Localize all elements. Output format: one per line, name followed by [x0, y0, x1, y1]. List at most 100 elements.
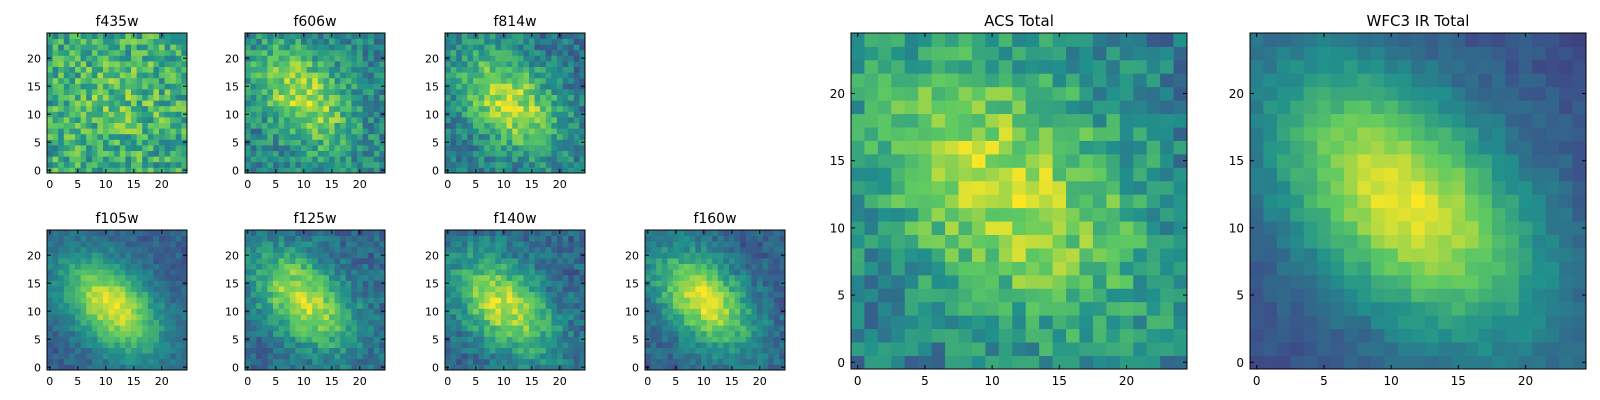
heatmap-cell — [450, 252, 457, 259]
heatmap-cell — [250, 89, 257, 95]
heatmap-cell — [58, 252, 65, 259]
heatmap-cell — [456, 308, 463, 315]
heatmap-cell — [373, 72, 380, 79]
heatmap-cell — [712, 258, 719, 264]
heatmap-cell — [351, 139, 358, 146]
heatmap-cell — [534, 161, 541, 168]
heatmap-cell — [701, 336, 707, 343]
heatmap-cell — [91, 133, 98, 140]
heatmap-cell — [114, 128, 121, 135]
heatmap-cell — [506, 336, 513, 343]
heatmap-cell — [136, 167, 143, 174]
heatmap-cell — [445, 241, 451, 248]
heatmap-cell — [557, 263, 563, 270]
heatmap-cell — [261, 66, 268, 73]
heatmap-cell — [357, 336, 363, 343]
heatmap-cell — [329, 241, 335, 248]
heatmap-cell — [1079, 234, 1094, 249]
heatmap-cell — [534, 83, 541, 90]
heatmap-cell — [456, 252, 463, 259]
heatmap-cell — [695, 252, 702, 259]
heatmap-cell — [551, 61, 558, 67]
heatmap-cell — [712, 263, 719, 270]
heatmap-cell — [97, 364, 104, 371]
heatmap-cell — [108, 263, 115, 270]
heatmap-cell — [153, 297, 160, 304]
heatmap-cell — [445, 44, 451, 51]
heatmap-cell — [80, 122, 87, 129]
heatmap-cell — [757, 274, 763, 281]
y-tick-label: 20 — [27, 249, 41, 262]
heatmap-cell — [461, 291, 468, 298]
heatmap-cell — [467, 49, 474, 56]
heatmap-cell — [340, 44, 347, 51]
heatmap-cell — [317, 291, 324, 298]
heatmap-cell — [250, 302, 257, 309]
heatmap-cell — [323, 111, 330, 118]
heatmap-cell — [312, 139, 319, 146]
heatmap-cell — [529, 105, 535, 112]
heatmap-cell — [278, 145, 285, 151]
heatmap-cell — [534, 128, 541, 135]
heatmap-cell — [295, 161, 302, 168]
heatmap-cell — [945, 315, 959, 330]
heatmap-cell — [91, 100, 98, 107]
heatmap-cell — [153, 280, 160, 287]
heatmap-cell — [768, 241, 775, 248]
heatmap-cell — [289, 55, 296, 62]
heatmap-cell — [295, 66, 302, 73]
heatmap-cell — [467, 291, 474, 298]
heatmap-cell — [1133, 328, 1148, 343]
heatmap-cell — [891, 248, 906, 262]
heatmap-cell — [289, 105, 296, 112]
heatmap-cell — [340, 342, 347, 348]
heatmap-cell — [562, 61, 569, 67]
heatmap-cell — [278, 330, 285, 337]
heatmap-cell — [773, 274, 780, 281]
heatmap-cell — [445, 319, 451, 326]
heatmap-cell — [684, 269, 691, 276]
heatmap-cell — [114, 44, 121, 51]
heatmap-cell — [170, 122, 177, 129]
heatmap-cell — [745, 308, 752, 315]
heatmap-cell — [1106, 207, 1121, 222]
heatmap-cell — [779, 241, 786, 248]
heatmap-cell — [58, 319, 65, 326]
heatmap-cell — [278, 111, 285, 118]
heatmap-cell — [97, 150, 104, 157]
heatmap-cell — [256, 263, 263, 270]
heatmap-cell — [261, 55, 268, 62]
heatmap-cell — [345, 167, 352, 174]
heatmap-cell — [557, 66, 563, 73]
heatmap-cell — [256, 38, 263, 45]
heatmap-cell — [58, 89, 65, 95]
heatmap-cell — [52, 286, 59, 292]
heatmap-cell — [717, 274, 724, 281]
heatmap-cell — [945, 234, 959, 249]
heatmap-cell — [52, 77, 59, 84]
heatmap-cell — [489, 49, 496, 56]
heatmap-cell — [473, 308, 479, 315]
heatmap-cell — [278, 342, 285, 348]
heatmap-cell — [551, 252, 558, 259]
heatmap-cell — [164, 297, 171, 304]
heatmap-cell — [159, 83, 165, 90]
heatmap-cell — [1039, 301, 1053, 316]
heatmap-cell — [119, 342, 126, 348]
heatmap-cell — [329, 308, 335, 315]
heatmap-cell — [312, 94, 319, 101]
heatmap-cell — [170, 133, 177, 140]
heatmap-cell — [75, 94, 81, 101]
heatmap-cell — [562, 330, 569, 337]
heatmap-cell — [568, 156, 575, 163]
heatmap-cell — [445, 314, 451, 320]
heatmap-cell — [334, 269, 341, 276]
heatmap-cell — [579, 291, 586, 298]
heatmap-cell — [91, 89, 98, 95]
heatmap-cell — [114, 286, 121, 292]
heatmap-cell — [170, 342, 177, 348]
heatmap-cell — [473, 314, 479, 320]
heatmap-cell — [351, 347, 358, 354]
heatmap-cell — [489, 302, 496, 309]
heatmap-cell — [108, 353, 115, 360]
